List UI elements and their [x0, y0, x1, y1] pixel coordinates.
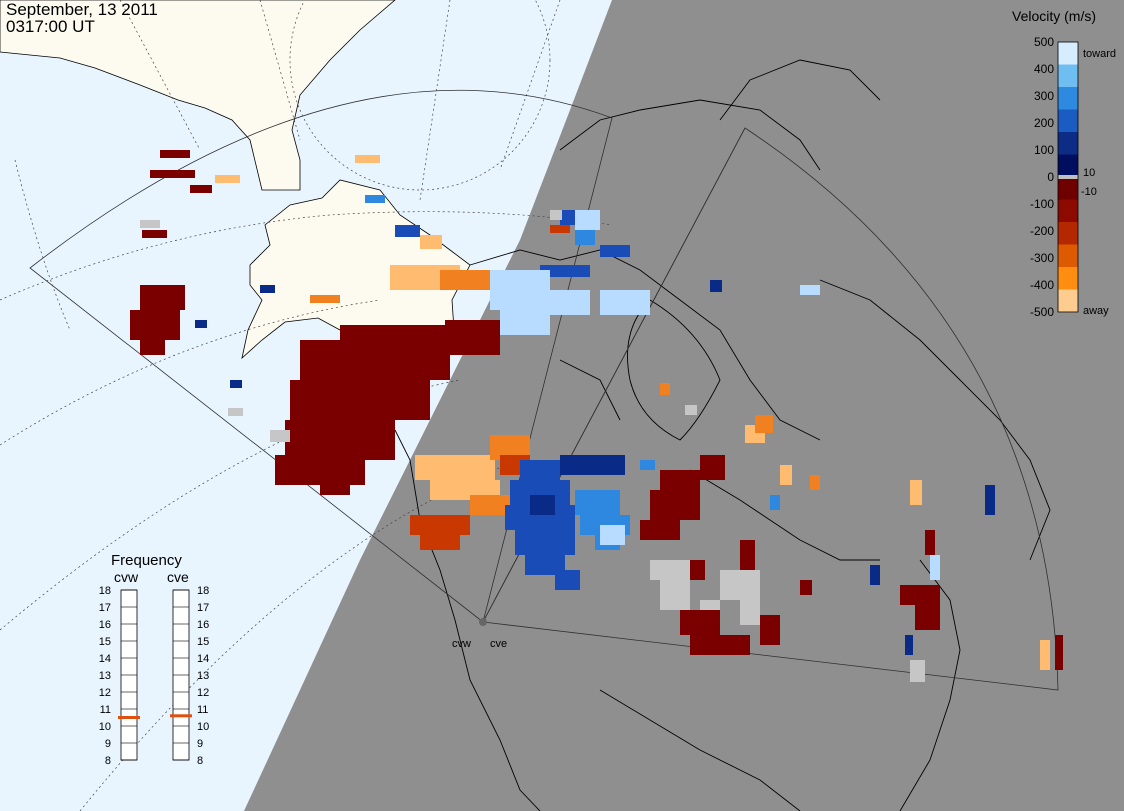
legend-near-zero-neg: -10: [1081, 186, 1097, 198]
colorbar-segment: [1058, 289, 1078, 313]
frequency-scale-label: 12: [197, 687, 209, 699]
legend-away-label: away: [1083, 305, 1109, 317]
frequency-scale-label: 10: [99, 721, 111, 733]
date-time: September, 13 2011 0317:00 UT: [6, 1, 158, 35]
legend-near-zero-pos: 10: [1083, 167, 1095, 179]
frequency-scale-label: 14: [197, 653, 209, 665]
frequency-scale-label: 8: [197, 755, 203, 767]
frequency-bars: 18 17 16 15 14 13 12 11 10 9 8 18 17 16 15 14 13 12 11 10 9 8: [99, 585, 210, 767]
frequency-scale-label: 10: [197, 721, 209, 733]
colorbar-segment: [1058, 42, 1078, 65]
siberia-land: [0, 0, 396, 191]
frequency-title: Frequency: [111, 552, 182, 569]
radar-label-cve: cve: [490, 638, 507, 650]
frequency-scale-label: 17: [99, 602, 111, 614]
frequency-scale-label: 17: [197, 602, 209, 614]
frequency-scale-label: 18: [197, 585, 209, 597]
velocity-legend: Velocity (m/s) 500 400 300 200 100 0 -100 -200 -…: [1012, 8, 1116, 319]
radar-label-cvw: cvw: [452, 638, 471, 650]
colorbar-segment: [1058, 87, 1078, 110]
velocity-tick-label: -500: [1030, 305, 1054, 319]
colorbar-segment: [1058, 177, 1078, 200]
velocity-colorbar: [1057, 41, 1079, 313]
colorbar-frame: [1057, 41, 1079, 313]
colorbar-segment: [1058, 199, 1078, 223]
frequency-scale-label: 15: [197, 636, 209, 648]
frequency-scale-label: 9: [105, 738, 111, 750]
velocity-legend-title: Velocity (m/s): [1012, 8, 1096, 24]
date-label: September, 13 2011: [6, 0, 158, 19]
velocity-tick-label: -400: [1030, 278, 1054, 292]
colorbar-segment: [1058, 64, 1078, 88]
time-label: 0317:00 UT: [6, 17, 95, 36]
velocity-tick-label: 200: [1034, 116, 1054, 130]
colorbar-segment: [1058, 267, 1078, 290]
frequency-marker-cve: [170, 714, 192, 718]
legend-toward-label: toward: [1083, 48, 1116, 60]
frequency-legend: Frequency cvw cve 1817161514131211109818…: [99, 552, 210, 767]
colorbar-segment: [1058, 132, 1078, 155]
radar-site-marker: [479, 618, 487, 626]
colorbar-segment: [1058, 244, 1078, 268]
colorbar-ground-scatter: [1058, 175, 1078, 179]
frequency-scale-label: 11: [197, 704, 208, 716]
graticule: [0, 0, 613, 811]
frequency-scale-label: 13: [197, 670, 209, 682]
frequency-radar-cvw: cvw: [114, 569, 139, 585]
velocity-tick-label: 400: [1034, 62, 1054, 76]
velocity-cells: [130, 150, 1063, 682]
frequency-marker-cvw: [118, 716, 140, 719]
velocity-tick-labels: 500 400 300 200 100 0 -100 -200 -300 -400 -500: [1030, 35, 1054, 319]
velocity-tick-label: 300: [1034, 89, 1054, 103]
frequency-scale-label: 9: [197, 738, 203, 750]
velocity-tick-label: 500: [1034, 35, 1054, 49]
colorbar-segment: [1058, 109, 1078, 133]
colorbar-segment: [1058, 222, 1078, 245]
frequency-scale-label: 14: [99, 653, 111, 665]
frequency-scale-label: 8: [105, 755, 111, 767]
velocity-tick-label: -200: [1030, 224, 1054, 238]
frequency-scale-label: 15: [99, 636, 111, 648]
radar-sites: cvw cve: [452, 618, 507, 650]
colorbar-segment: [1058, 154, 1078, 178]
frequency-scale-label: 16: [99, 619, 111, 631]
frequency-radar-cve: cve: [167, 569, 189, 585]
frequency-scale-label: 13: [99, 670, 111, 682]
coastlines: [394, 59, 1051, 811]
frequency-scale-label: 12: [99, 687, 111, 699]
velocity-tick-label: -100: [1030, 197, 1054, 211]
frequency-scale-label: 18: [99, 585, 111, 597]
velocity-tick-label: -300: [1030, 251, 1054, 265]
velocity-tick-label: 0: [1047, 170, 1054, 184]
velocity-tick-label: 100: [1034, 143, 1054, 157]
frequency-scale-label: 11: [100, 704, 111, 716]
frequency-scale-label: 16: [197, 619, 209, 631]
night-side: [244, 0, 1124, 811]
